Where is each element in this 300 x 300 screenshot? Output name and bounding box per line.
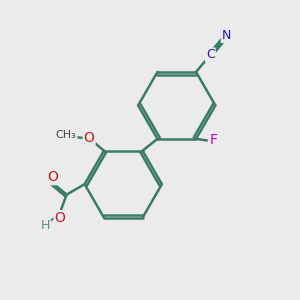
Text: N: N bbox=[222, 29, 231, 42]
Text: O: O bbox=[84, 131, 94, 145]
Text: C: C bbox=[206, 48, 215, 62]
Text: O: O bbox=[47, 170, 58, 184]
Text: F: F bbox=[210, 134, 218, 147]
Text: H: H bbox=[40, 219, 50, 232]
Text: O: O bbox=[55, 211, 65, 225]
Text: CH₃: CH₃ bbox=[56, 130, 76, 140]
